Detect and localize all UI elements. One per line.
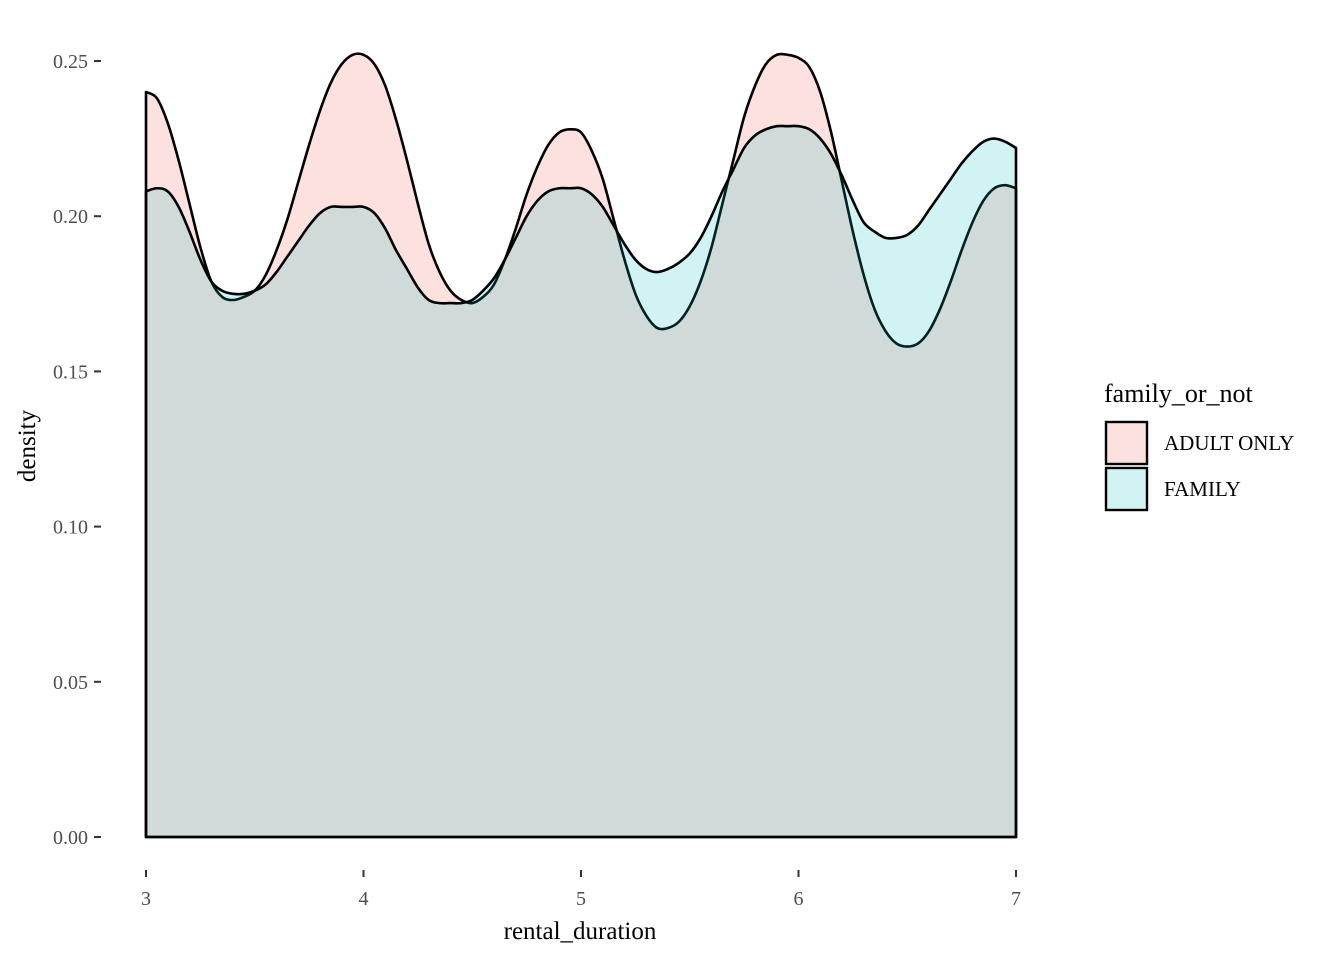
y-tick-label: 0.25: [53, 51, 88, 73]
y-tick-label: 0.15: [53, 361, 88, 383]
y-tick-label: 0.20: [53, 206, 88, 228]
legend-key-family: [1104, 466, 1149, 512]
density-area-family: [144, 124, 1018, 839]
y-tick-label: 0.05: [53, 672, 88, 694]
legend-label: ADULT ONLY: [1164, 431, 1294, 455]
y-axis: 0.00 0.05 0.10 0.15 0.20 0.25: [53, 51, 101, 849]
x-tick-label: 5: [576, 888, 586, 910]
x-tick-label: 7: [1011, 888, 1021, 910]
legend-key-adult-only: [1104, 420, 1149, 466]
y-tick-label: 0.10: [53, 517, 88, 539]
density-areas: [144, 52, 1018, 839]
legend: family_or_not ADULT ONLY FAMILY: [1104, 379, 1294, 512]
x-tick-label: 6: [794, 888, 804, 910]
x-tick-label: 4: [359, 888, 369, 910]
x-axis: 3 4 5 6 7: [141, 870, 1021, 910]
x-tick-label: 3: [141, 888, 151, 910]
legend-title: family_or_not: [1104, 379, 1254, 408]
legend-label: FAMILY: [1164, 477, 1241, 501]
y-tick-label: 0.00: [53, 827, 88, 849]
density-area-adult-only: [144, 52, 1018, 839]
x-axis-title: rental_duration: [504, 918, 657, 945]
y-axis-title: density: [14, 409, 41, 482]
